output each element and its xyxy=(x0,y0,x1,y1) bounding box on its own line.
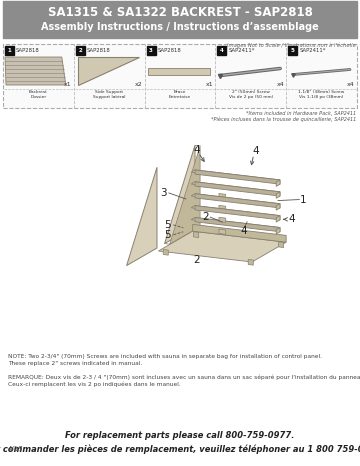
Text: 4/17: 4/17 xyxy=(8,446,24,452)
Bar xyxy=(148,68,210,75)
Polygon shape xyxy=(5,57,66,85)
Text: 1: 1 xyxy=(8,48,12,53)
Polygon shape xyxy=(191,194,280,206)
Text: x4: x4 xyxy=(347,82,355,87)
Bar xyxy=(147,46,156,55)
Text: x1: x1 xyxy=(206,82,213,87)
Polygon shape xyxy=(78,57,139,85)
Polygon shape xyxy=(276,227,280,234)
Bar xyxy=(217,46,226,55)
Text: 4: 4 xyxy=(252,146,259,157)
Text: 5: 5 xyxy=(165,220,171,230)
Bar xyxy=(288,46,297,55)
Polygon shape xyxy=(163,249,168,255)
Bar xyxy=(5,46,14,55)
Bar xyxy=(3,1,357,38)
Text: *Pièces incluses dans la trousse de quincaillerie, SAP2411: *Pièces incluses dans la trousse de quin… xyxy=(211,117,356,123)
Polygon shape xyxy=(276,192,280,198)
Text: SAP2818: SAP2818 xyxy=(158,48,181,53)
Polygon shape xyxy=(276,216,280,222)
Text: 5: 5 xyxy=(165,230,171,240)
Polygon shape xyxy=(170,146,200,244)
Text: 5: 5 xyxy=(291,48,294,53)
Text: x4: x4 xyxy=(276,82,284,87)
Text: 3: 3 xyxy=(149,48,153,53)
Polygon shape xyxy=(195,170,280,184)
Bar xyxy=(76,46,85,55)
Text: NOTE: Two 2-3/4" (70mm) Screws are included with sauna in separate bag for insta: NOTE: Two 2-3/4" (70mm) Screws are inclu… xyxy=(8,354,322,366)
Polygon shape xyxy=(195,194,280,208)
Text: 4: 4 xyxy=(288,214,294,224)
Text: 2: 2 xyxy=(78,48,82,53)
Text: *Items included in Hardware Pack, SAP2411: *Items included in Hardware Pack, SAP241… xyxy=(246,111,356,116)
Text: SAP2411*: SAP2411* xyxy=(228,48,255,53)
Polygon shape xyxy=(195,206,280,220)
Text: 1-1/8" (38mm) Screw
Vis 1-1/8 po (38mm): 1-1/8" (38mm) Screw Vis 1-1/8 po (38mm) xyxy=(298,90,345,99)
Polygon shape xyxy=(127,167,157,266)
Polygon shape xyxy=(219,229,226,234)
Text: For replacement parts please call 800-759-0977.: For replacement parts please call 800-75… xyxy=(65,432,295,440)
Text: SAP2818: SAP2818 xyxy=(16,48,40,53)
Text: 3: 3 xyxy=(160,188,167,198)
Text: 2" (50mm) Screw
Vis de 2 po (50 mm): 2" (50mm) Screw Vis de 2 po (50 mm) xyxy=(229,90,273,99)
Text: 4: 4 xyxy=(220,48,224,53)
Text: Backrest
Dossier: Backrest Dossier xyxy=(29,90,48,99)
Text: 2: 2 xyxy=(193,255,199,265)
Polygon shape xyxy=(219,217,226,222)
Text: x2: x2 xyxy=(135,82,143,87)
Polygon shape xyxy=(219,206,226,211)
Polygon shape xyxy=(191,170,280,182)
Text: x1: x1 xyxy=(64,82,72,87)
Text: SAP2411*: SAP2411* xyxy=(299,48,325,53)
Polygon shape xyxy=(191,218,280,230)
Text: 4: 4 xyxy=(241,226,247,236)
Polygon shape xyxy=(195,182,280,196)
Polygon shape xyxy=(193,225,286,242)
Text: SA1315 & SA1322 BACKREST - SAP2818: SA1315 & SA1322 BACKREST - SAP2818 xyxy=(48,6,312,19)
Text: 4: 4 xyxy=(193,144,199,155)
Text: Side Support
Support latéral: Side Support Support latéral xyxy=(93,90,125,99)
Polygon shape xyxy=(279,242,284,247)
Text: 2: 2 xyxy=(203,212,209,222)
Polygon shape xyxy=(191,206,280,218)
Text: 1: 1 xyxy=(300,194,307,205)
Text: Pour commander les pièces de remplacement, veuillez téléphoner au 1 800 759-0977: Pour commander les pièces de remplacemen… xyxy=(0,444,360,454)
Polygon shape xyxy=(194,232,199,238)
Text: Images Not to Scale / Illustrations non à l’échelle: Images Not to Scale / Illustrations non … xyxy=(227,42,356,48)
Polygon shape xyxy=(276,204,280,210)
Polygon shape xyxy=(248,260,253,265)
Text: Assembly Instructions / Instructions d’assemblage: Assembly Instructions / Instructions d’a… xyxy=(41,22,319,32)
Text: Brace
Entretoise: Brace Entretoise xyxy=(169,90,191,99)
Polygon shape xyxy=(158,231,286,262)
Polygon shape xyxy=(165,145,195,244)
Polygon shape xyxy=(219,193,226,199)
Text: REMARQUE: Deux vis de 2-3 / 4 "(70mm) sont incluses avec un sauna dans un sac sé: REMARQUE: Deux vis de 2-3 / 4 "(70mm) so… xyxy=(8,374,360,387)
Text: SAP2818: SAP2818 xyxy=(87,48,111,53)
Polygon shape xyxy=(276,180,280,186)
Bar xyxy=(3,44,357,108)
Polygon shape xyxy=(195,218,280,232)
Polygon shape xyxy=(191,182,280,194)
